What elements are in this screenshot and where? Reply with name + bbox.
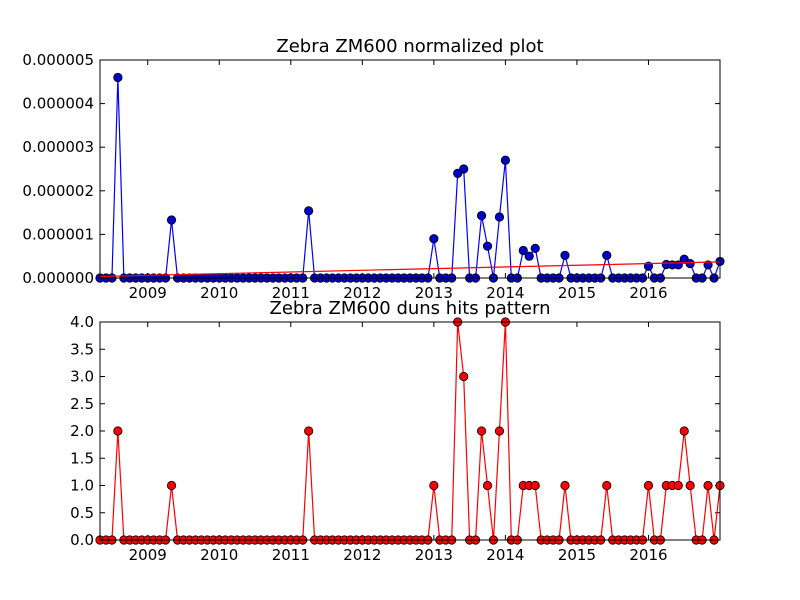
data-point (167, 481, 175, 489)
data-point (483, 242, 491, 250)
data-point (477, 211, 485, 219)
data-point (531, 244, 539, 252)
data-point (686, 481, 694, 489)
data-point (674, 481, 682, 489)
y-tick-label: 0.000000 (22, 269, 94, 287)
x-tick-label: 2011 (272, 546, 310, 564)
data-point (561, 481, 569, 489)
data-point (603, 251, 611, 259)
data-point (304, 427, 312, 435)
data-point (459, 165, 467, 173)
y-tick-label: 0.000005 (22, 51, 94, 69)
chart-title: Zebra ZM600 duns hits pattern (270, 298, 551, 319)
data-point (495, 427, 503, 435)
y-tick-label: 0.000002 (22, 182, 94, 200)
y-tick-label: 0.5 (70, 504, 94, 522)
data-point (704, 481, 712, 489)
data-point (686, 259, 694, 267)
x-tick-label: 2016 (629, 546, 667, 564)
x-tick-label: 2010 (200, 546, 238, 564)
x-tick-label: 2016 (629, 284, 667, 302)
x-tick-label: 2015 (558, 546, 596, 564)
y-tick-label: 0.0 (70, 531, 94, 549)
duns-hits-panel: Zebra ZM600 duns hits pattern 2009 2010 201… (70, 298, 724, 564)
y-tick-label: 0.000003 (22, 138, 94, 156)
x-tick-label: 2009 (129, 284, 167, 302)
data-point (680, 427, 688, 435)
data-point (644, 481, 652, 489)
y-tick-label: 4.0 (70, 313, 94, 331)
y-tick-label: 2.0 (70, 422, 94, 440)
x-tick-label: 2012 (343, 546, 381, 564)
plot-area (100, 322, 720, 540)
data-point (167, 216, 175, 224)
chart-title: Zebra ZM600 normalized plot (276, 36, 543, 57)
x-tick-label: 2014 (486, 546, 524, 564)
data-point (430, 235, 438, 243)
y-tick-label: 2.5 (70, 395, 94, 413)
y-tick-label: 1.5 (70, 449, 94, 467)
y-tick-label: 3.0 (70, 368, 94, 386)
data-point (495, 213, 503, 221)
data-point (430, 481, 438, 489)
data-point (603, 481, 611, 489)
data-point (531, 481, 539, 489)
data-point (459, 372, 467, 380)
plot-area (100, 60, 720, 278)
data-point (114, 427, 122, 435)
data-point (561, 251, 569, 259)
data-point (483, 481, 491, 489)
y-tick-label: 1.0 (70, 477, 94, 495)
data-point (525, 252, 533, 260)
x-tick-label: 2015 (558, 284, 596, 302)
data-point (501, 156, 509, 164)
x-tick-label: 2010 (200, 284, 238, 302)
x-tick-label: 2013 (415, 546, 453, 564)
data-point (114, 73, 122, 81)
data-point (304, 207, 312, 215)
x-tick-label: 2009 (129, 546, 167, 564)
y-tick-label: 3.5 (70, 340, 94, 358)
y-tick-label: 0.000001 (22, 225, 94, 243)
data-point (477, 427, 485, 435)
y-tick-label: 0.000004 (22, 95, 94, 113)
